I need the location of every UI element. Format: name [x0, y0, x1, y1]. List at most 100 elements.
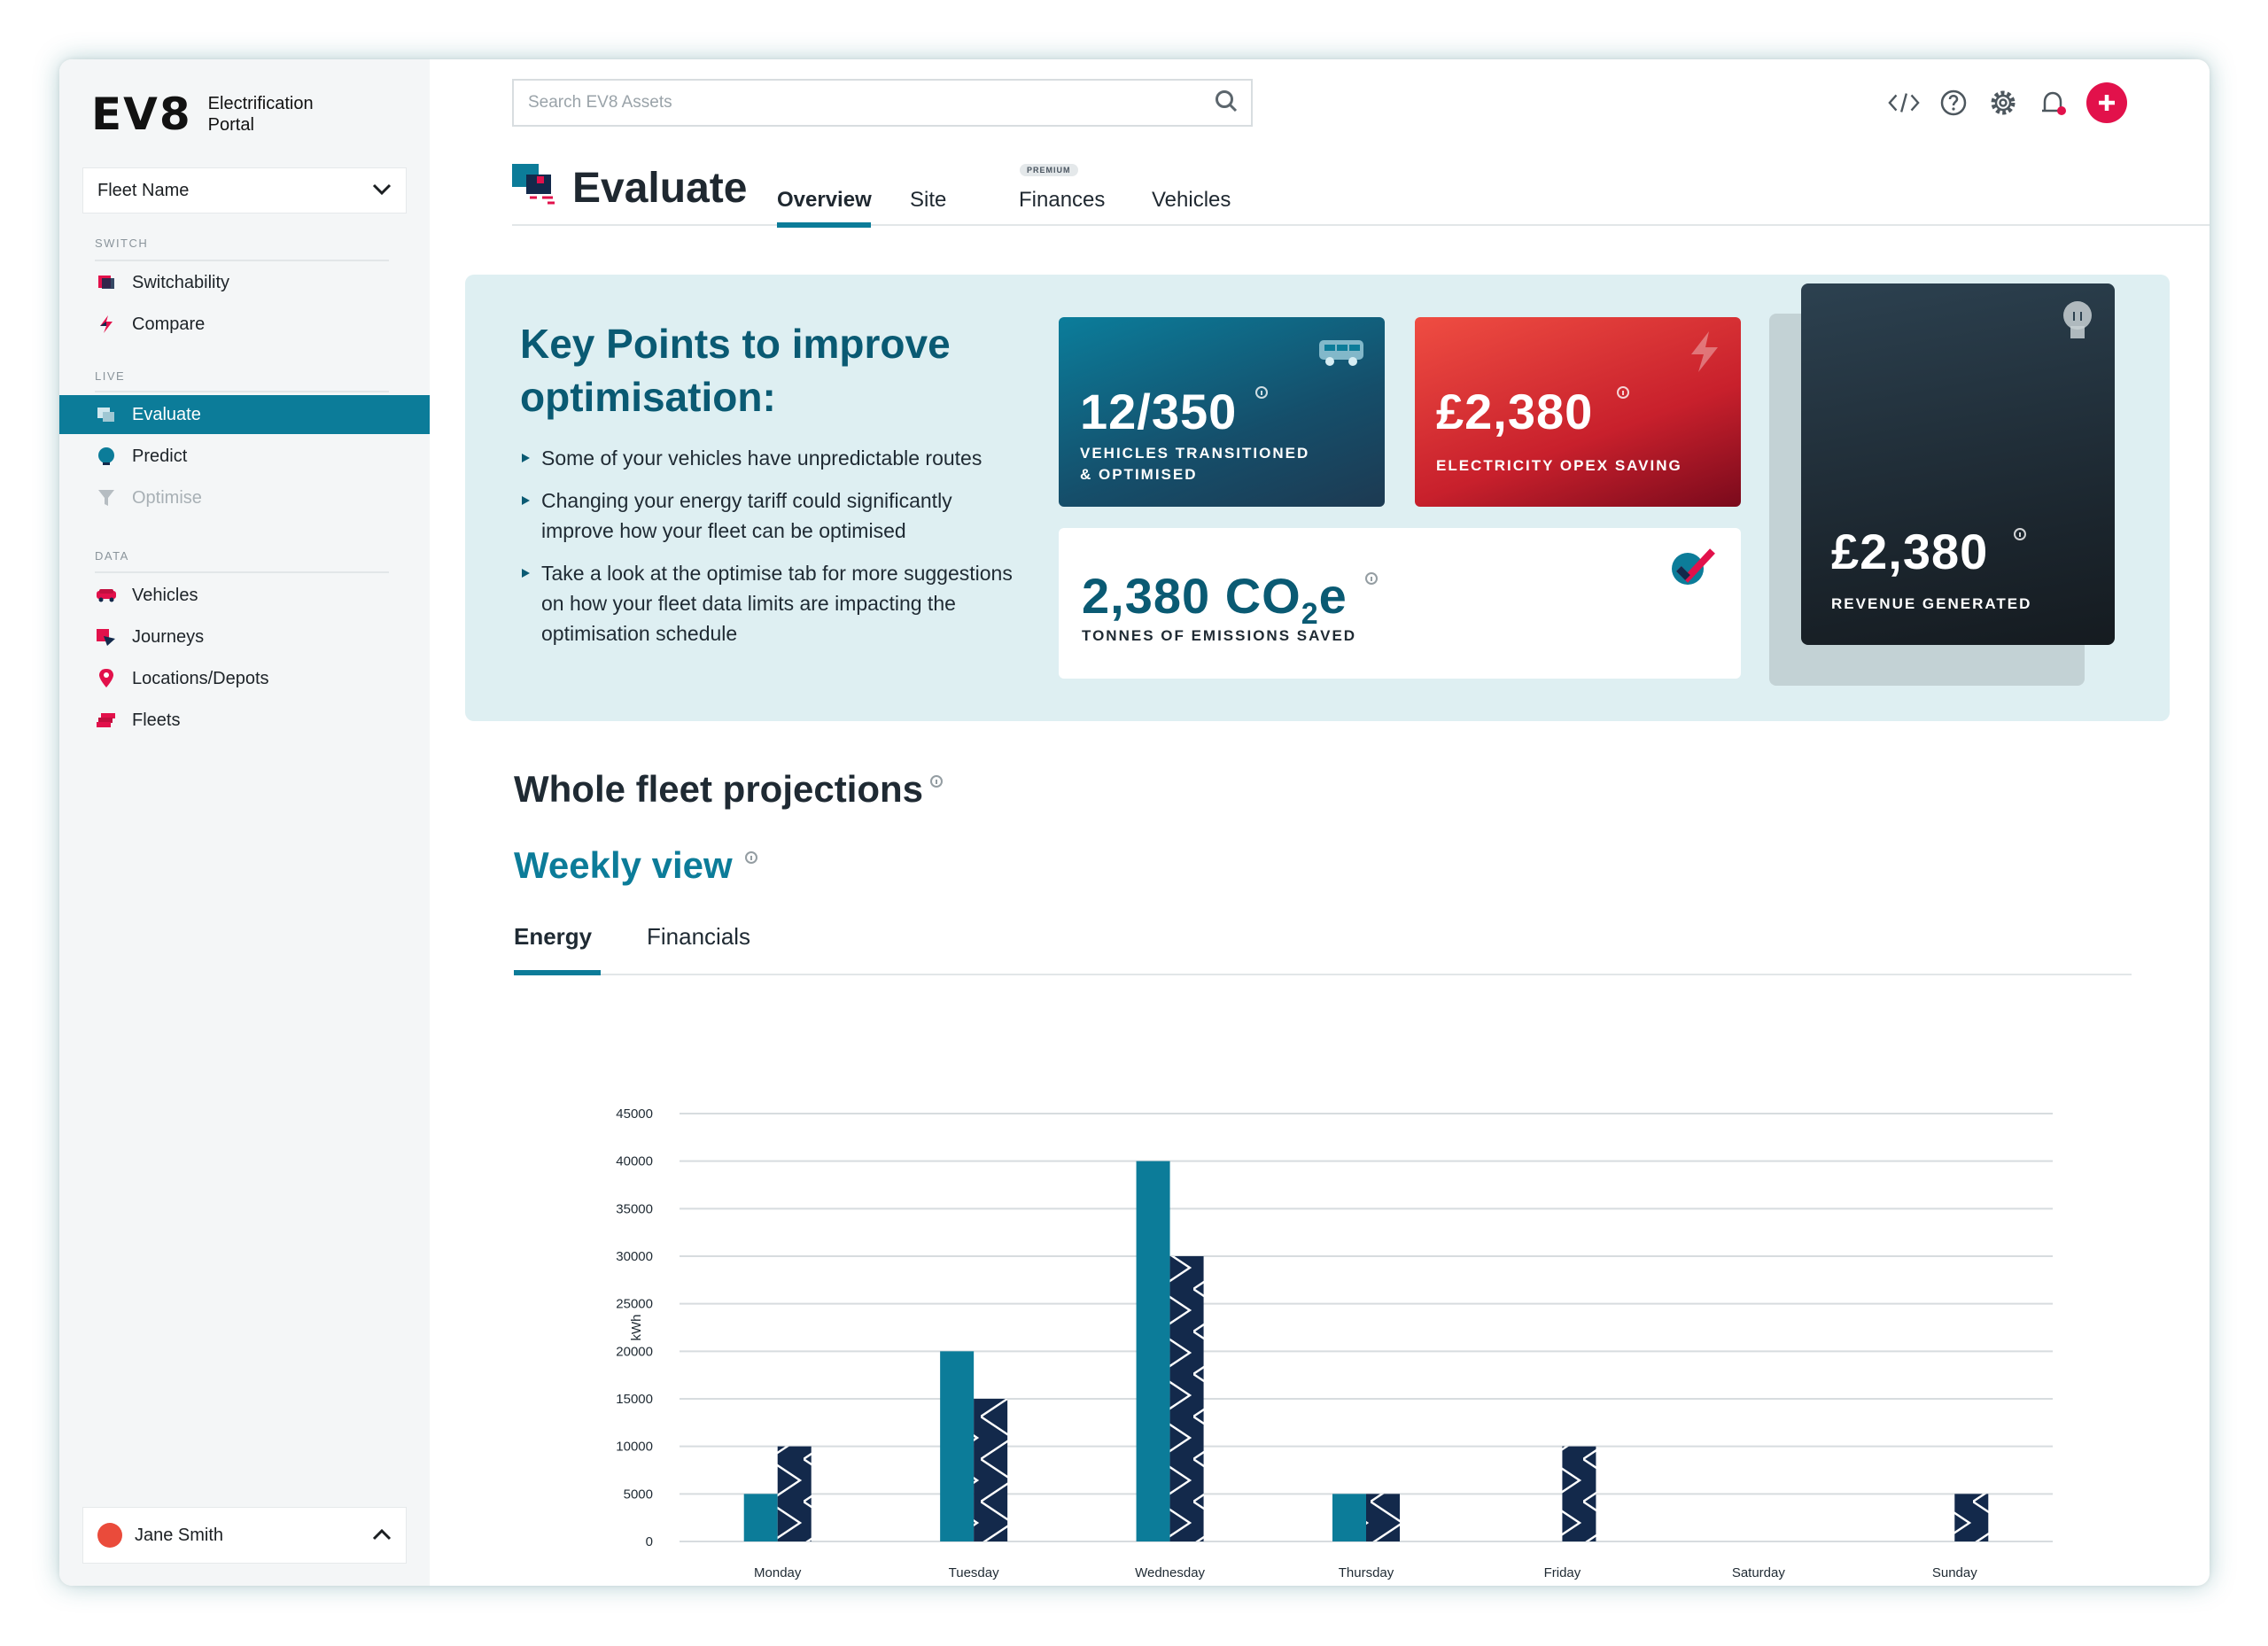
info-icon[interactable] [1617, 386, 1629, 399]
tab-vehicles[interactable]: Vehicles [1152, 188, 1231, 212]
info-icon[interactable] [2014, 528, 2026, 540]
notification-icon[interactable] [2037, 87, 2069, 119]
bar-secondary [974, 1399, 1008, 1541]
sidebar-item-label: Optimise [132, 487, 202, 508]
revenue-stat-card[interactable]: £2,380 REVENUE GENERATED [1801, 283, 2115, 645]
tab-site[interactable]: Site [910, 188, 947, 212]
y-tick-label: 40000 [616, 1154, 653, 1169]
opex-stat-card[interactable]: £2,380 ELECTRICITY OPEX SAVING [1415, 317, 1741, 507]
x-tick-label: Sunday [1932, 1565, 1977, 1580]
tab-active-indicator [777, 222, 871, 228]
switchability-icon [95, 273, 118, 292]
logo-text: Electrification Portal [208, 93, 314, 136]
x-tick-label: Monday [754, 1565, 802, 1580]
funnel-icon [95, 488, 118, 508]
fleet-select[interactable]: Fleet Name [82, 167, 407, 214]
app-window: EV8 Electrification Portal Fleet Name SW… [59, 59, 2210, 1586]
sidebar-item-label: Predict [132, 446, 188, 466]
bar-primary [1136, 1161, 1170, 1541]
evaluate-icon [95, 405, 118, 424]
info-icon[interactable] [1255, 386, 1268, 399]
user-name: Jane Smith [135, 1525, 224, 1545]
y-tick-label: 5000 [624, 1487, 653, 1502]
predict-icon [95, 446, 118, 466]
sidebar-item-label: Fleets [132, 710, 181, 730]
revenue-stat-value: £2,380 [1831, 524, 1989, 579]
opex-stat-label: ELECTRICITY OPEX SAVING [1436, 457, 1682, 474]
location-pin-icon [95, 669, 118, 688]
sidebar-item-evaluate[interactable]: Evaluate [59, 395, 430, 434]
bolt-icon [95, 314, 118, 334]
vehicles-stat-label-line1: VEHICLES TRANSITIONED [1080, 445, 1310, 462]
tab-overview[interactable]: Overview [777, 188, 872, 212]
search-icon[interactable] [1214, 89, 1239, 118]
tab-finances[interactable]: Finances [1019, 188, 1106, 212]
info-icon[interactable] [930, 775, 944, 788]
x-tick-label: Wednesday [1135, 1565, 1205, 1580]
x-tick-label: Thursday [1339, 1565, 1394, 1580]
page-title: Evaluate [572, 165, 748, 212]
sidebar-item-predict[interactable]: Predict [59, 437, 430, 476]
tabs-divider [514, 974, 2132, 975]
info-icon[interactable] [1365, 572, 1378, 585]
sidebar-item-locations[interactable]: Locations/Depots [59, 659, 430, 698]
section-switch: SWITCH [95, 237, 149, 250]
section-divider [95, 571, 389, 573]
sidebar-item-label: Evaluate [132, 404, 201, 424]
car-icon [95, 586, 118, 605]
bar-primary [1332, 1494, 1366, 1541]
key-points-panel: Key Points to improve optimisation: Some… [465, 275, 2170, 721]
code-icon[interactable] [1888, 87, 1920, 119]
sidebar-item-vehicles[interactable]: Vehicles [59, 576, 430, 615]
logo-mark: EV8 [91, 89, 192, 140]
sidebar-item-journeys[interactable]: Journeys [59, 617, 430, 656]
page-header: Evaluate [512, 164, 747, 213]
journeys-icon [95, 627, 118, 647]
sidebar-item-switchability[interactable]: Switchability [59, 263, 430, 302]
bar-secondary [1169, 1256, 1204, 1541]
evaluate-logo-icon [512, 164, 556, 213]
y-tick-label: 15000 [616, 1392, 653, 1407]
chevron-down-icon [372, 181, 392, 201]
sidebar-item-label: Switchability [132, 272, 230, 292]
fleet-select-value: Fleet Name [97, 180, 190, 200]
help-icon[interactable] [1938, 87, 1969, 119]
sidebar-item-compare[interactable]: Compare [59, 305, 430, 344]
bar-primary [743, 1494, 778, 1541]
fleets-icon [95, 710, 118, 730]
vehicles-stat-label: VEHICLES TRANSITIONED & OPTIMISED [1080, 443, 1309, 485]
gear-icon[interactable] [1987, 87, 2019, 119]
y-axis-label: kWh [629, 1315, 644, 1341]
sidebar-item-optimise[interactable]: Optimise [59, 478, 430, 517]
bar-secondary [777, 1446, 812, 1541]
add-button[interactable] [2086, 82, 2127, 123]
emissions-stat-card[interactable]: 2,380 CO2e TONNES OF EMISSIONS SAVED [1059, 528, 1741, 679]
tab-energy[interactable]: Energy [514, 923, 593, 950]
y-tick-label: 30000 [616, 1249, 653, 1264]
list-item: Changing your energy tariff could signif… [520, 485, 1016, 546]
key-points-title: Key Points to improve optimisation: [520, 321, 951, 420]
emissions-check-icon [1668, 546, 1721, 594]
section-data: DATA [95, 549, 129, 563]
x-tick-label: Friday [1544, 1565, 1581, 1580]
lightbulb-icon [2060, 299, 2095, 350]
vehicles-stat-card[interactable]: 12/350 VEHICLES TRANSITIONED & OPTIMISED [1059, 317, 1385, 507]
projections-title-text: Whole fleet projections [514, 768, 924, 810]
search-input[interactable] [526, 92, 1214, 113]
opex-stat-value: £2,380 [1436, 384, 1594, 439]
list-item: Some of your vehicles have unpredictable… [520, 443, 1016, 473]
info-icon[interactable] [744, 851, 757, 864]
emissions-value-suffix: e [1318, 568, 1348, 624]
revenue-stat-label: REVENUE GENERATED [1831, 595, 2032, 612]
section-live: LIVE [95, 369, 126, 383]
y-tick-label: 20000 [616, 1344, 653, 1359]
sidebar-item-fleets[interactable]: Fleets [59, 701, 430, 740]
key-points-list: Some of your vehicles have unpredictable… [520, 443, 1016, 661]
sidebar-item-label: Locations/Depots [132, 668, 269, 688]
bar-secondary [1954, 1494, 1989, 1541]
sidebar: EV8 Electrification Portal Fleet Name SW… [59, 59, 430, 1586]
tab-financials[interactable]: Financials [647, 923, 751, 950]
user-menu[interactable]: Jane Smith [82, 1507, 407, 1564]
logo[interactable]: EV8 Electrification Portal [91, 89, 314, 139]
tab-active-indicator [514, 970, 601, 975]
